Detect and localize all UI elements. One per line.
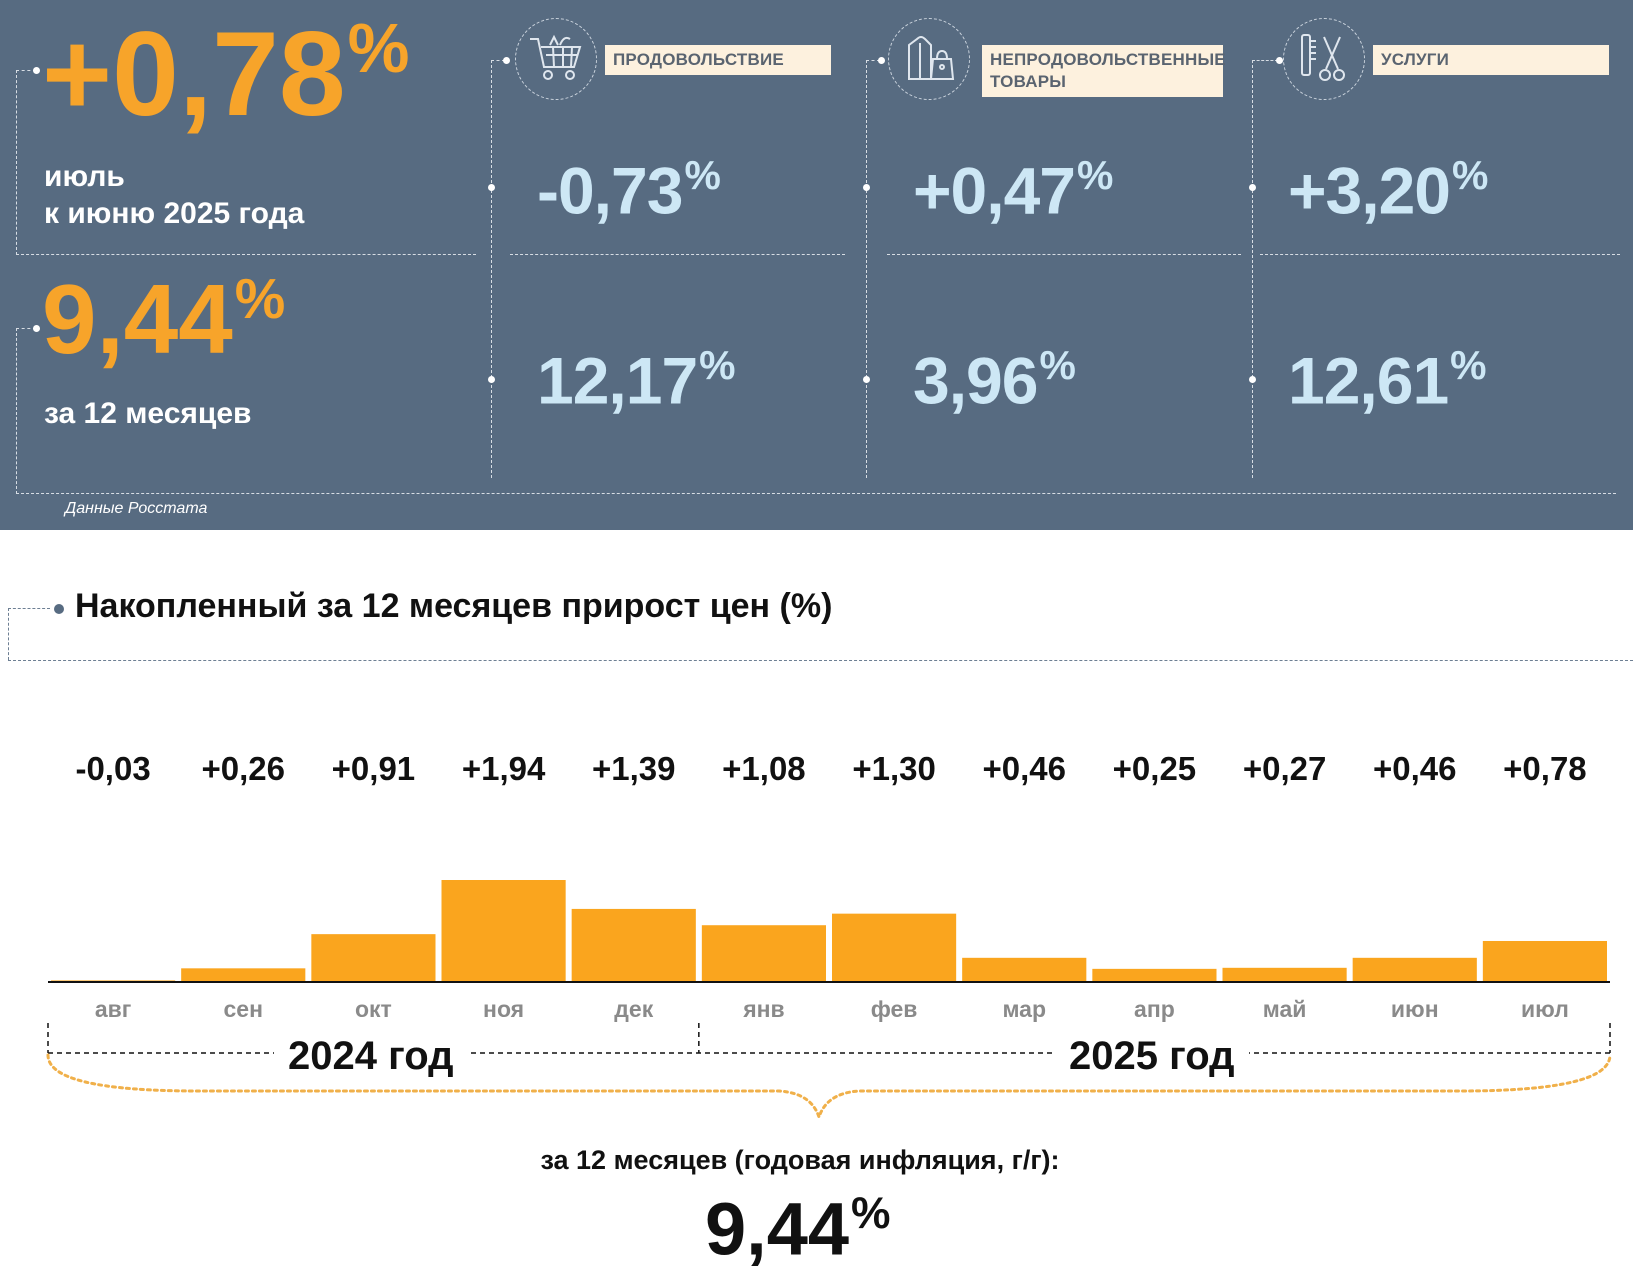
frame-dot (488, 184, 495, 191)
services-monthly-value: +3,20% (1288, 152, 1488, 228)
month-tick-label: дек (614, 996, 653, 1022)
section-dot (54, 604, 64, 614)
data-label: +1,94 (462, 750, 546, 787)
bar-фев (832, 913, 957, 982)
section-connector (8, 608, 9, 660)
month-tick-label: окт (355, 996, 392, 1022)
source-note: Данные Росстата (65, 500, 208, 517)
frame-line (1252, 60, 1253, 478)
monthly-inflation-bar-chart: -0,03 авг +0,26 сен +0,91 окт +1,94 ноя +1,39 дек… (46, 750, 1612, 1122)
month-tick-label: янв (742, 996, 784, 1022)
section-title: Накопленный за 12 месяцев прирост цен (%… (75, 587, 833, 625)
bar-май (1222, 967, 1347, 982)
frame-dot (1276, 57, 1283, 64)
data-label: +0,91 (332, 750, 416, 787)
data-label: +0,78 (1503, 750, 1587, 787)
frame-dot (1249, 184, 1256, 191)
frame-line (16, 70, 17, 255)
frame-dot (33, 325, 40, 332)
summary-panel: +0,78% июль к июню 2025 года 9,44% за 12… (0, 0, 1633, 530)
data-label: +1,30 (852, 750, 936, 787)
month-tick-label: ноя (483, 996, 524, 1022)
frame-line (16, 70, 36, 71)
data-label: +0,27 (1243, 750, 1327, 787)
category-label-food: ПРОДОВОЛЬСТВИЕ (605, 45, 831, 75)
frame-line (866, 60, 867, 478)
summary-label: за 12 месяцев (годовая инфляция, г/г): (540, 1145, 1060, 1175)
month-tick-label: фев (871, 996, 918, 1022)
frame-line (16, 493, 1616, 494)
data-label: +0,25 (1113, 750, 1197, 787)
month-tick-label: апр (1134, 996, 1175, 1022)
bar-ноя (441, 880, 566, 982)
shopping-cart-icon (515, 18, 597, 100)
data-label: +0,46 (983, 750, 1067, 787)
frame-line (491, 60, 505, 61)
category-label-nonfood: НЕПРОДОВОЛЬСТВЕННЫЕ ТОВАРЫ (982, 45, 1226, 97)
monthly-inflation-value: +0,78% (42, 7, 410, 142)
frame-dot (503, 57, 510, 64)
month-tick-label: сен (224, 996, 263, 1022)
section-connector (8, 608, 50, 609)
bar-апр (1092, 968, 1217, 982)
annual-inflation-value: 9,44% (42, 264, 286, 374)
data-label: -0,03 (75, 750, 150, 787)
month-tick-label: авг (95, 996, 132, 1022)
month-tick-label: мар (1002, 996, 1046, 1022)
month-tick-label: май (1263, 996, 1307, 1022)
bar-янв (701, 925, 826, 982)
frame-line (16, 328, 17, 494)
frame-dot (878, 57, 885, 64)
bar-окт (311, 934, 436, 982)
nonfood-monthly-value: +0,47% (913, 152, 1113, 228)
bar-мар (962, 957, 1087, 982)
services-annual-value: 12,61% (1288, 342, 1487, 418)
annual-caption: за 12 месяцев (44, 397, 252, 430)
section-divider (8, 660, 1633, 661)
food-monthly-value: -0,73% (537, 152, 721, 228)
frame-line (1260, 254, 1620, 255)
frame-dot (33, 67, 40, 74)
frame-line (16, 254, 476, 255)
category-label-services: УСЛУГИ (1373, 45, 1609, 75)
year-label-2025: 2025 год (1055, 1034, 1249, 1079)
bar-июн (1352, 957, 1477, 982)
summary-annual-value: 9,44% (705, 1187, 891, 1271)
frame-dot (1249, 376, 1256, 383)
frame-line (887, 254, 1241, 255)
month-tick-label: июн (1391, 996, 1439, 1022)
bar-дек (571, 908, 696, 982)
monthly-caption-line1: июль (44, 160, 125, 193)
frame-line (491, 60, 492, 478)
monthly-caption-line2: к июню 2025 года (44, 197, 305, 230)
bar-июл (1482, 940, 1607, 982)
bar-сен (181, 968, 306, 982)
frame-line (1252, 60, 1278, 61)
data-label: +1,39 (592, 750, 676, 787)
nonfood-annual-value: 3,96% (913, 342, 1076, 418)
data-label: +1,08 (722, 750, 806, 787)
annual-brace (46, 1053, 1612, 1122)
frame-line (510, 254, 845, 255)
clothes-bag-icon (888, 18, 970, 100)
scissors-comb-icon (1283, 18, 1365, 100)
year-label-2024: 2024 год (274, 1034, 468, 1079)
frame-dot (863, 376, 870, 383)
data-label: +0,26 (202, 750, 286, 787)
monthly-caption: июль к июню 2025 года (44, 158, 304, 232)
month-tick-label: июл (1521, 996, 1569, 1022)
frame-line (866, 60, 880, 61)
food-annual-value: 12,17% (537, 342, 736, 418)
frame-line (16, 328, 36, 329)
frame-dot (488, 376, 495, 383)
frame-dot (863, 184, 870, 191)
data-label: +0,46 (1373, 750, 1457, 787)
